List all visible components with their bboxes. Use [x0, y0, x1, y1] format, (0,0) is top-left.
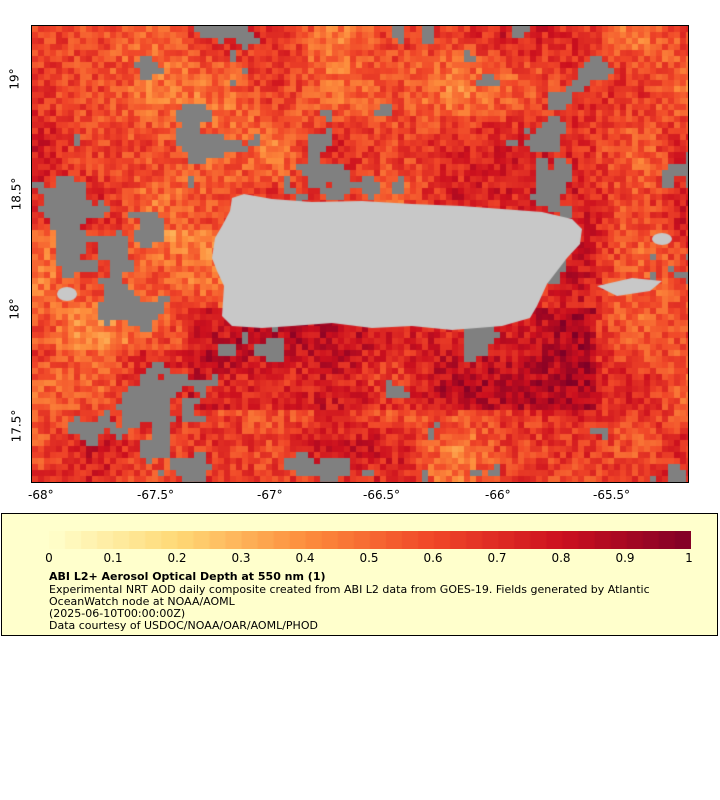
aod-raster: [32, 26, 688, 482]
colorbar-label: 0.4: [295, 551, 315, 565]
lon-label-68: -68°: [28, 488, 54, 502]
legend-description: Experimental NRT AOD daily composite cre…: [49, 583, 650, 596]
lon-label-67-5: -67.5°: [137, 488, 175, 502]
colorbar-label: 0.7: [487, 551, 507, 565]
legend-panel: 0 0.1 0.2 0.3 0.4 0.5 0.6 0.7 0.8 0.9 1 …: [1, 513, 718, 636]
aod-map: [31, 25, 689, 483]
legend-title: ABI L2+ Aerosol Optical Depth at 550 nm …: [49, 570, 326, 583]
colorbar-label: 0.8: [551, 551, 571, 565]
colorbar-label: 0: [45, 551, 53, 565]
colorbar-label: 0.3: [231, 551, 251, 565]
lat-label-18-5: 18.5°: [9, 177, 24, 211]
lon-label-66-5: -66.5°: [363, 488, 401, 502]
lat-label-17-5: 17.5°: [9, 409, 24, 443]
legend-description-cont: OceanWatch node at NOAA/AOML: [49, 595, 235, 608]
legend-credit: Data courtesy of USDOC/NOAA/OAR/AOML/PHO…: [49, 619, 318, 632]
lat-label-18: 18°: [7, 298, 22, 320]
colorbar-label: 0.9: [615, 551, 635, 565]
lon-label-66: -66°: [485, 488, 511, 502]
colorbar-label: 0.1: [103, 551, 123, 565]
lon-label-67: -67°: [257, 488, 283, 502]
lon-label-65-5: -65.5°: [593, 488, 631, 502]
lat-label-19: 19°: [7, 68, 22, 90]
colorbar-label: 0.2: [167, 551, 187, 565]
colorbar-label: 0.5: [359, 551, 379, 565]
colorbar-label: 1: [685, 551, 693, 565]
colorbar-label: 0.6: [423, 551, 443, 565]
colorbar: [49, 531, 691, 549]
legend-date: (2025-06-10T00:00:00Z): [49, 607, 186, 620]
